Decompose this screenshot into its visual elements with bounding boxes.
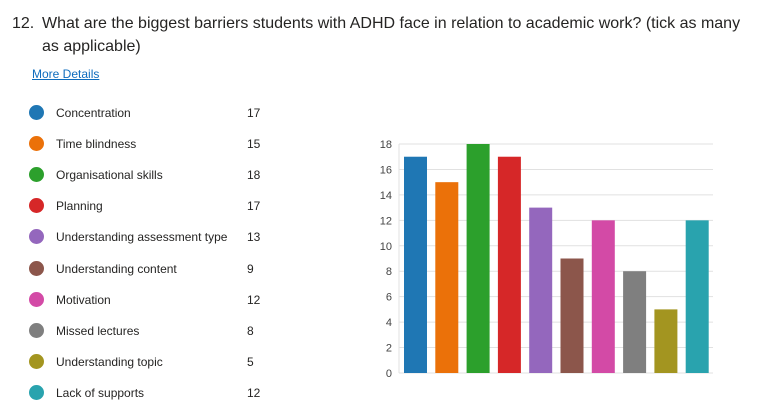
legend-count: 9 — [247, 261, 254, 276]
legend-count: 12 — [247, 292, 261, 307]
legend-item: Lack of supports 12 — [29, 383, 269, 403]
question-number: 12. — [12, 15, 35, 32]
legend-swatch — [29, 322, 44, 338]
legend-count: 17 — [247, 199, 261, 214]
legend-swatch — [29, 353, 44, 369]
legend-item: Motivation 12 — [29, 290, 269, 310]
y-tick-label: 2 — [386, 343, 392, 355]
legend-item: Organisational skills 18 — [29, 165, 269, 185]
legend-label: Motivation — [56, 292, 111, 307]
legend-swatch — [29, 198, 44, 214]
legend-label: Concentration — [56, 106, 131, 120]
bar-understanding-assessment-type — [529, 207, 553, 373]
y-tick-label: 4 — [386, 317, 392, 329]
legend-swatch — [29, 167, 44, 183]
legend-swatch — [29, 229, 44, 245]
y-tick-label: 12 — [380, 215, 392, 227]
question-text: What are the biggest barriers students w… — [42, 15, 741, 55]
bar-lack-of-supports — [685, 220, 709, 373]
bar-motivation — [591, 220, 615, 373]
legend-item: Understanding content 9 — [29, 259, 269, 279]
legend-item: Time blindness 15 — [29, 134, 269, 154]
legend-count: 12 — [247, 385, 261, 400]
legend-swatch — [29, 105, 44, 120]
legend-label: Lack of supports — [56, 385, 145, 400]
legend-item: Planning 17 — [29, 196, 269, 216]
legend-item: Understanding topic 5 — [29, 352, 269, 372]
legend-swatch — [29, 291, 44, 307]
bar-time-blindness — [435, 182, 459, 373]
y-tick-label: 0 — [386, 368, 392, 380]
legend-count: 15 — [247, 137, 261, 152]
legend-item: Understanding assessment type 13 — [29, 227, 269, 247]
bar-concentration — [404, 156, 427, 373]
bar-understanding-content — [560, 258, 584, 373]
legend-label: Organisational skills — [56, 168, 163, 183]
y-tick-label: 6 — [386, 292, 392, 304]
legend-count: 8 — [247, 323, 254, 338]
legend-label: Understanding content — [56, 261, 177, 276]
legend-label: Understanding assessment type — [56, 230, 228, 245]
legend-label: Understanding topic — [56, 354, 163, 369]
bar-planning — [497, 156, 521, 373]
legend-item: Missed lectures 8 — [29, 321, 269, 341]
legend-count: 17 — [247, 106, 261, 120]
legend-label: Time blindness — [56, 137, 137, 152]
bar-organisational-skills — [466, 144, 490, 373]
bar-missed-lectures — [623, 271, 647, 373]
more-details-link[interactable]: More Details — [32, 67, 100, 81]
bar-understanding-topic — [654, 309, 678, 373]
y-tick-label: 16 — [380, 164, 392, 176]
legend-count: 18 — [247, 168, 261, 183]
legend-label: Planning — [56, 199, 103, 214]
legend-count: 13 — [247, 230, 261, 245]
y-tick-label: 10 — [380, 241, 392, 253]
question-title: 12. What are the biggest barriers studen… — [12, 12, 757, 58]
legend-item: Concentration 17 — [29, 103, 269, 123]
y-tick-label: 18 — [380, 139, 392, 151]
y-tick-label: 14 — [380, 190, 392, 202]
y-tick-label: 8 — [386, 266, 392, 278]
legend-count: 5 — [247, 354, 254, 369]
legend-swatch — [29, 260, 44, 276]
legend-swatch — [29, 136, 44, 152]
legend-swatch — [29, 384, 44, 400]
legend-label: Missed lectures — [56, 323, 140, 338]
